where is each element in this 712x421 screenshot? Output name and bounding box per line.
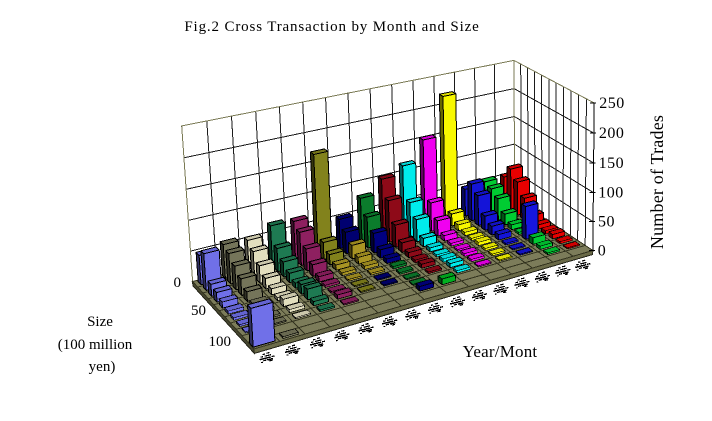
svg-text:Year/Mont: Year/Mont (463, 342, 538, 361)
svg-text:150: 150 (599, 155, 625, 172)
svg-text:Number of Trades: Number of Trades (647, 115, 667, 249)
svg-text:200: 200 (599, 125, 625, 142)
svg-text:(100 million: (100 million (58, 337, 133, 353)
svg-text:Fig.2 Cross Transaction by Mon: Fig.2 Cross Transaction by Month and Siz… (184, 19, 479, 35)
svg-text:50: 50 (598, 214, 615, 231)
svg-text:0: 0 (598, 243, 607, 260)
svg-text:0: 0 (174, 275, 182, 291)
svg-text:yen): yen) (89, 359, 116, 375)
svg-text:Size: Size (87, 314, 113, 330)
svg-text:250: 250 (599, 95, 625, 112)
svg-text:50: 50 (191, 303, 206, 319)
svg-text:100: 100 (598, 185, 624, 202)
svg-text:100: 100 (209, 334, 232, 350)
